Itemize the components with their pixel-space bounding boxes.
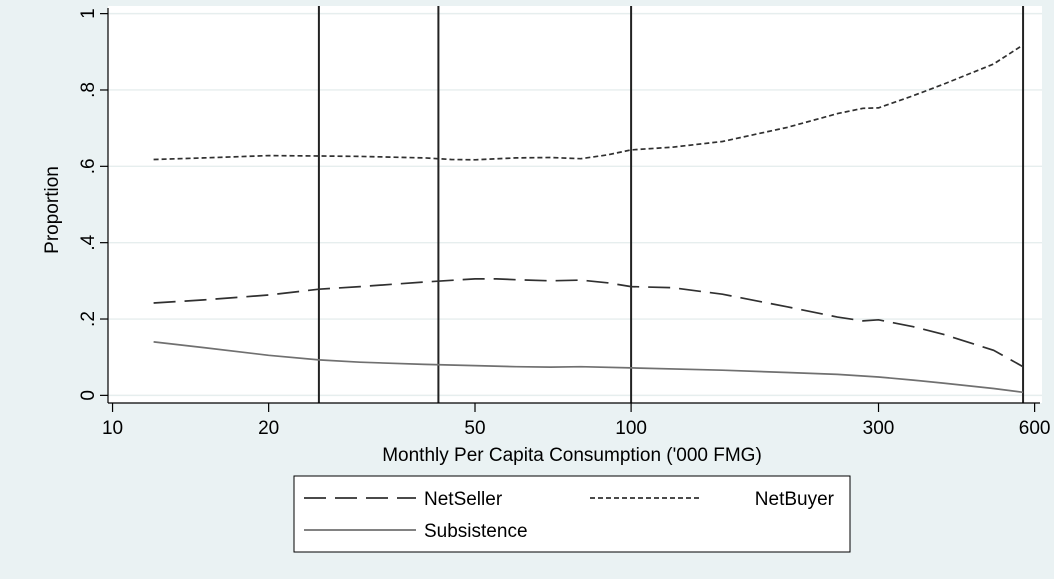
y-tick-label-1: .2 — [78, 311, 99, 327]
y-tick-label-5: 1 — [78, 8, 99, 19]
legend-box — [293, 475, 851, 553]
x-tick-label-0: 10 — [102, 418, 123, 439]
legend: NetSeller NetBuyer Subsistence — [293, 475, 851, 553]
x-tick-label-3: 100 — [615, 418, 647, 439]
x-tick-label-5: 600 — [1019, 418, 1051, 439]
legend-label-netseller: NetSeller — [424, 489, 503, 510]
y-axis-title: Proportion — [42, 166, 63, 254]
y-tick-label-4: .8 — [78, 82, 99, 98]
series-subsistence-line — [153, 341, 1024, 394]
grid — [108, 12, 1042, 397]
vertical-reference-lines — [317, 6, 1025, 403]
x-tick-label-2: 50 — [464, 418, 485, 439]
axes — [107, 8, 1040, 404]
y-tick-label-3: .6 — [78, 158, 99, 174]
y-ticks: 0 .2 .4 .6 .8 1 — [78, 8, 108, 401]
series-netbuyer-line — [153, 44, 1024, 161]
y-tick-label-2: .4 — [78, 234, 99, 250]
series-netseller-line — [153, 278, 1024, 368]
x-ticks: 10 20 50 100 300 600 — [102, 403, 1050, 439]
plot-area — [108, 6, 1042, 403]
series-lines — [153, 44, 1024, 394]
legend-label-subsistence: Subsistence — [424, 521, 528, 542]
y-tick-label-0: 0 — [78, 390, 99, 401]
x-tick-label-1: 20 — [258, 418, 279, 439]
x-axis-title: Monthly Per Capita Consumption ('000 FMG… — [382, 445, 762, 466]
legend-label-netbuyer: NetBuyer — [755, 489, 835, 510]
x-tick-label-4: 300 — [863, 418, 895, 439]
